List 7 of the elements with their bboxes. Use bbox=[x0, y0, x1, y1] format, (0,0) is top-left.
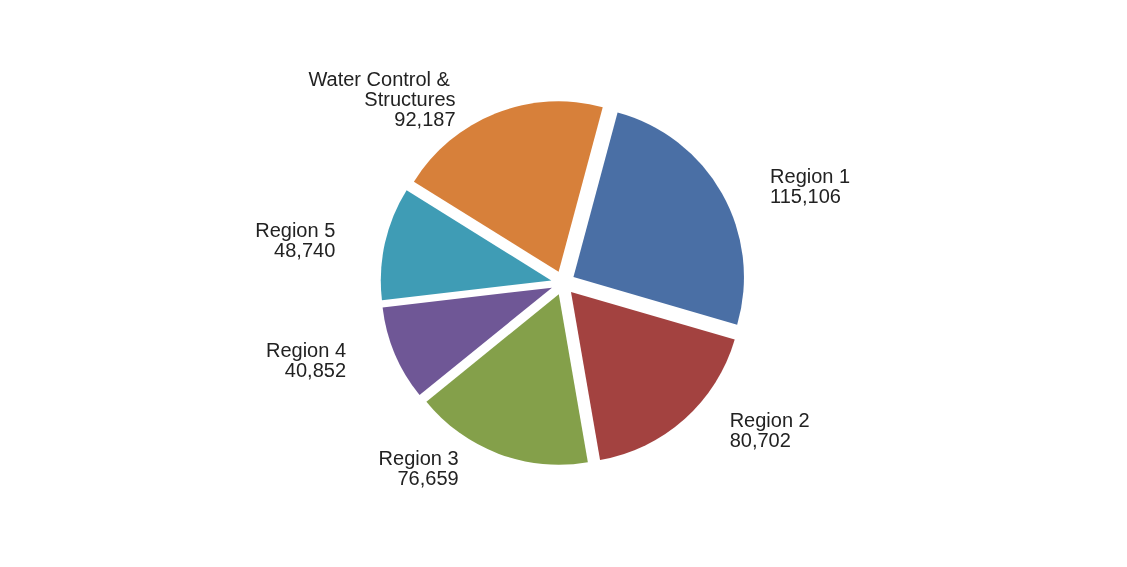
data-label: 92,187 bbox=[394, 108, 456, 131]
slice-label: Region 1 bbox=[770, 165, 851, 188]
slice-label: Region 5 bbox=[255, 218, 336, 241]
slice-label: Water Control & Structures bbox=[308, 68, 456, 111]
slice-label: Region 4 bbox=[265, 338, 347, 361]
slice-label: Region 2 bbox=[729, 409, 810, 432]
slice-label: Region 3 bbox=[378, 446, 459, 469]
